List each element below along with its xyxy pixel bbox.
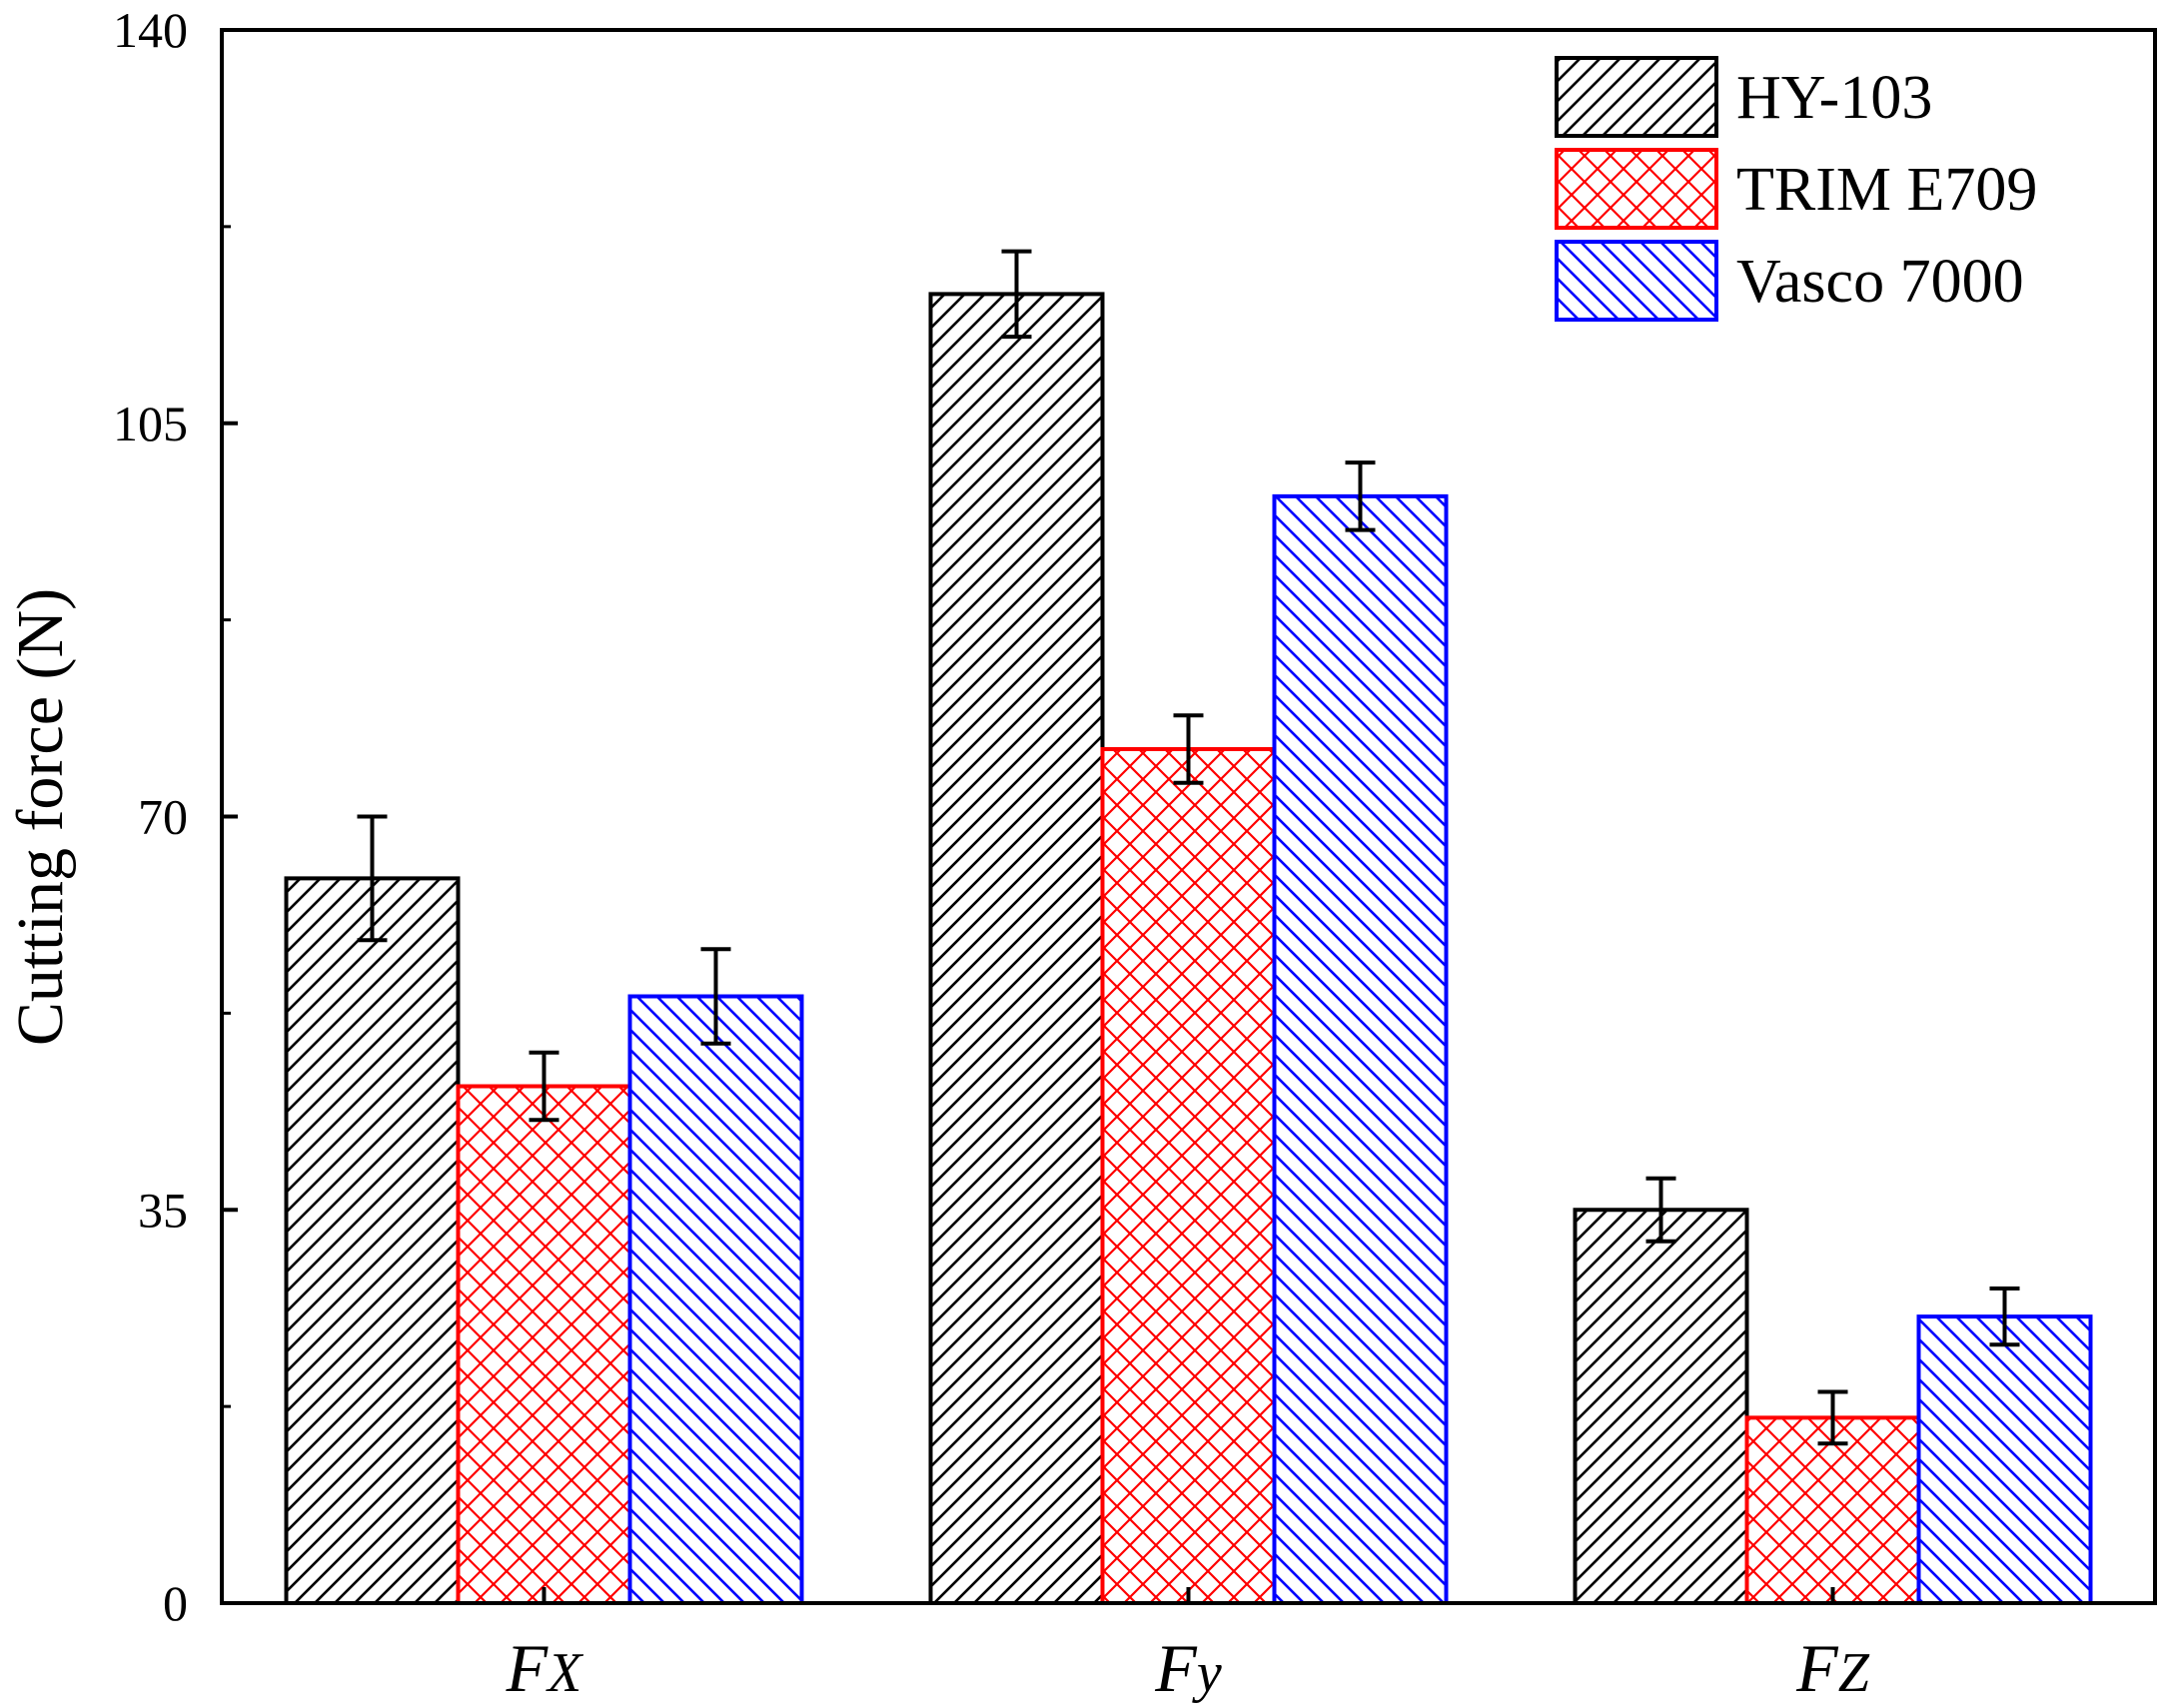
- legend-item: Vasco 7000: [1555, 240, 2024, 322]
- error-bar: [1817, 1389, 1848, 1446]
- error-bar: [1645, 1176, 1676, 1244]
- error-bar: [1989, 1286, 2020, 1347]
- bar-hy-103-0: [284, 876, 461, 1605]
- bar-hy-103-1: [928, 292, 1105, 1605]
- bar-vasco-7000-2: [1916, 1314, 2093, 1605]
- bars-group: [284, 292, 2093, 1605]
- y-tick-label: 105: [113, 396, 188, 451]
- y-tick-label: 0: [163, 1575, 188, 1631]
- category-sub: X: [545, 1642, 584, 1704]
- x-category-label: Fy: [1154, 1630, 1222, 1706]
- legend-item: HY-103: [1555, 56, 1932, 138]
- legend-item: TRIM E709: [1555, 148, 2037, 230]
- legend-swatch: [1555, 148, 1718, 230]
- error-bar: [1001, 249, 1032, 340]
- x-category-label: FX: [506, 1630, 585, 1706]
- category-main: F: [1154, 1630, 1198, 1706]
- y-tick-label: 35: [138, 1182, 188, 1238]
- legend-label: TRIM E709: [1736, 156, 2037, 224]
- bar-hy-103-2: [1573, 1208, 1749, 1605]
- error-bar: [1173, 713, 1204, 785]
- category-sub: Z: [1838, 1642, 1870, 1704]
- y-axis-ticks: 0 35 70 105 140: [113, 2, 238, 1631]
- legend-swatch: [1555, 56, 1718, 138]
- y-axis-title: Cutting force (N): [4, 588, 77, 1046]
- category-main: F: [506, 1630, 549, 1706]
- x-axis-categories: FX Fy FZ: [506, 1587, 1870, 1706]
- error-bar: [1345, 460, 1376, 532]
- bar-trim-e709-1: [1100, 747, 1277, 1605]
- y-tick-label: 70: [138, 789, 188, 845]
- category-main: F: [1795, 1630, 1839, 1706]
- x-category-label: FZ: [1795, 1630, 1870, 1706]
- error-bars-group: [357, 249, 2020, 1446]
- bar-trim-e709-0: [456, 1084, 632, 1605]
- legend-label: Vasco 7000: [1736, 248, 2024, 316]
- bar-vasco-7000-0: [627, 994, 804, 1605]
- y-tick-label: 140: [113, 2, 188, 58]
- plot-frame: [220, 28, 2157, 1605]
- error-bar: [357, 814, 388, 943]
- bar-vasco-7000-1: [1272, 493, 1449, 1605]
- error-bar: [700, 947, 731, 1046]
- category-sub: y: [1192, 1642, 1222, 1704]
- legend-swatch: [1555, 240, 1718, 322]
- error-bar: [529, 1050, 559, 1123]
- legend: HY-103 TRIM E709 Vasco 7000: [1555, 56, 2037, 322]
- legend-label: HY-103: [1736, 64, 1932, 132]
